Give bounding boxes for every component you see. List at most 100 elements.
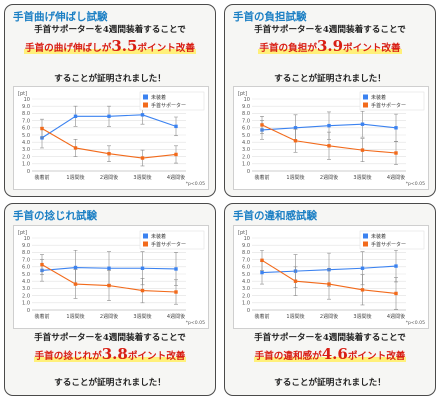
data-point — [394, 291, 398, 296]
data-point — [107, 266, 111, 270]
x-tick-label: 3週間後 — [353, 313, 371, 320]
x-tick-label: 1週間後 — [286, 313, 304, 320]
y-tick-label: 6.0 — [242, 265, 250, 271]
result-line-1: 手首サポーターを4週間装着することで — [254, 333, 406, 343]
result-suffix: ポイント改善 — [127, 351, 186, 362]
y-tick-label: 4.0 — [242, 279, 250, 285]
result-line-3: することが証明されました！ — [54, 378, 166, 388]
result-text: 手首サポーターを4週間装着することで 手首の捻じれが3.8ポイント改善 — [5, 331, 215, 363]
result-prefix: 手首の曲げ伸ばしが — [24, 43, 112, 54]
result-prefix: 手首の違和感が — [254, 351, 322, 362]
legend-label: 未装着 — [151, 233, 166, 240]
data-point — [140, 156, 145, 160]
y-tick-label: 7.0 — [22, 118, 30, 124]
data-point — [40, 262, 44, 267]
data-point — [73, 282, 78, 286]
legend-swatch — [143, 102, 148, 108]
y-tick-label: 9.0 — [242, 104, 250, 110]
y-tick-label: 0 — [27, 308, 30, 314]
legend-box — [359, 91, 425, 111]
x-tick-label: 装着前 — [254, 313, 269, 320]
data-point — [293, 126, 298, 130]
data-point — [260, 258, 264, 263]
y-tick-label: 3.0 — [22, 147, 30, 153]
data-point — [327, 144, 331, 148]
result-suffix: ポイント改善 — [347, 351, 406, 362]
y-tick-label: 4.0 — [242, 140, 250, 146]
data-point — [260, 123, 264, 127]
legend-swatch — [363, 102, 368, 108]
x-tick-label: 装着前 — [34, 313, 49, 320]
y-tick-label: 3.0 — [242, 147, 250, 153]
legend-label: 手首サポーター — [371, 241, 406, 248]
legend-swatch — [143, 94, 148, 100]
y-tick-label: 8.0 — [22, 250, 30, 256]
result-line-2: 手首の曲げ伸ばしが3.5ポイント改善 — [5, 37, 215, 55]
y-tick-label: 10 — [244, 97, 250, 103]
y-tick-label: 10 — [24, 236, 30, 242]
data-point — [360, 288, 365, 292]
data-point — [174, 290, 178, 294]
y-tick-label: 7.0 — [22, 257, 30, 263]
result-suffix: ポイント改善 — [137, 43, 195, 54]
data-point — [107, 283, 111, 288]
result-number: 3.8 — [101, 345, 128, 363]
result-line-3: することが証明されました！ — [54, 74, 166, 84]
y-tick-label: 0 — [247, 308, 250, 314]
x-tick-label: 4週間後 — [167, 174, 185, 181]
data-point — [140, 113, 145, 117]
data-point — [360, 148, 365, 152]
y-tick-label: 6.0 — [242, 126, 250, 132]
panel-title: 手首曲げ伸ばし試験 — [13, 11, 108, 23]
data-point — [40, 126, 44, 131]
result-line-2: 手首の負担が3.9ポイント改善 — [225, 37, 435, 55]
x-tick-label: 2週間後 — [100, 174, 118, 181]
x-tick-label: 1週間後 — [66, 313, 84, 320]
data-point — [360, 266, 365, 270]
data-point — [327, 123, 331, 128]
y-axis-unit: [pt] — [238, 230, 247, 236]
test-panel-wrist-twist: 手首の捻じれ試験 0 1.0 2.0 3.0 4.0 5.0 6.0 7.0 8.0 9.0 10[… — [4, 203, 216, 396]
result-line-3-wrap: することが証明されました！ — [225, 72, 435, 84]
test-panel-wrist-discomfort: 手首の違和感試験 0 1.0 2.0 3.0 4.0 5.0 6.0 7.0 8.0 9.0 10[… — [224, 203, 436, 396]
y-tick-label: 6.0 — [22, 265, 30, 271]
chart-svg: 01.0 2.03.04.05.06.0 7.08.09.010[pt] 装着前 1週間… — [18, 91, 205, 187]
y-tick-label: 1.0 — [242, 162, 250, 168]
y-tick-label: 5.0 — [242, 272, 250, 278]
y-tick-label: 8.0 — [22, 111, 30, 117]
x-tick-label: 2週間後 — [100, 313, 118, 320]
x-tick-label: 1週間後 — [286, 174, 304, 181]
data-point — [293, 139, 298, 143]
legend-label: 未装着 — [151, 94, 166, 101]
y-tick-label: 5.0 — [242, 133, 250, 139]
data-point — [260, 270, 264, 275]
data-point — [140, 288, 145, 293]
data-point — [293, 279, 298, 283]
y-axis-unit: [pt] — [18, 230, 27, 236]
legend-label: 手首サポーター — [371, 102, 406, 109]
data-point — [327, 282, 331, 286]
legend-label: 未装着 — [371, 94, 386, 101]
chart-svg: 01.0 2.03.04.05.06.0 7.08.09.010[pt] 装着前 1週間… — [238, 230, 425, 326]
line-chart: 0 1.0 2.0 3.0 4.0 5.0 6.0 7.0 8.0 9.0 10 [pt] 装着前 1週間… — [233, 86, 429, 190]
result-prefix: 手首の負担が — [259, 43, 317, 54]
legend-box — [139, 91, 205, 111]
x-tick-label: 4週間後 — [387, 174, 405, 181]
result-line-1: 手首サポーターを4週間装着することで — [254, 25, 406, 35]
y-tick-label: 9.0 — [242, 243, 250, 249]
y-tick-label: 3.0 — [242, 286, 250, 292]
result-text: 手首サポーターを4週間装着することで 手首の違和感が4.6ポイント改善 — [225, 331, 435, 363]
y-axis-unit: [pt] — [238, 91, 247, 97]
significance-note: *p<0.05 — [186, 181, 205, 187]
legend-swatch — [143, 233, 148, 239]
significance-note: *p<0.05 — [406, 320, 425, 326]
y-tick-label: 7.0 — [242, 257, 250, 263]
x-tick-label: 3週間後 — [133, 174, 151, 181]
data-point — [174, 124, 178, 129]
data-point — [73, 265, 78, 270]
result-line-3-wrap: することが証明されました！ — [225, 376, 435, 388]
result-number: 3.5 — [111, 37, 138, 55]
legend-swatch — [363, 94, 368, 100]
data-point — [360, 122, 365, 126]
y-tick-label: 10 — [244, 236, 250, 242]
